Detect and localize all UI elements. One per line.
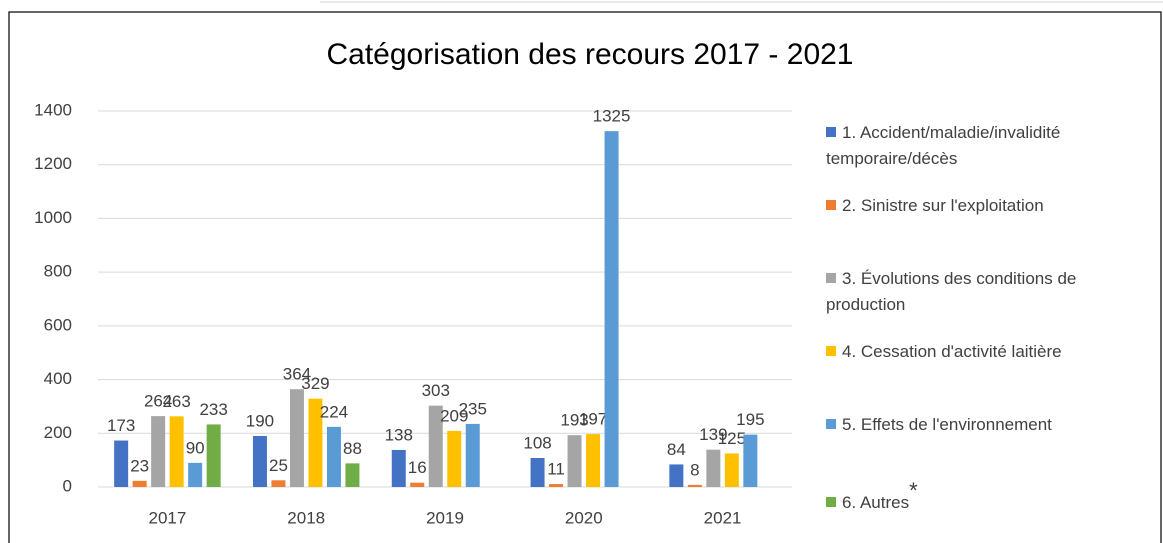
- data-label: 25: [269, 456, 288, 475]
- data-label: 190: [246, 411, 274, 430]
- x-tick-label: 2018: [287, 508, 325, 527]
- bar: [724, 453, 739, 487]
- legend-item: 5. Effets de l'environnement: [826, 412, 1146, 438]
- y-tick-label: 1400: [34, 100, 72, 119]
- legend-label: 6. Autres: [842, 493, 910, 512]
- y-tick-label: 0: [63, 476, 72, 495]
- annotation: *: [909, 478, 918, 503]
- chart-frame: [8, 11, 1162, 543]
- data-label: 264: [144, 392, 172, 411]
- legend-label: 1. Accident/maladie/invalidité temporair…: [826, 123, 1061, 168]
- bar: [706, 449, 721, 487]
- legend-marker: [826, 273, 836, 283]
- data-label: 195: [736, 410, 764, 429]
- legend-item: 4. Cessation d'activité laitière: [826, 339, 1146, 365]
- bar: [391, 449, 406, 487]
- bar: [687, 484, 702, 487]
- bar: [188, 462, 203, 487]
- data-label: 173: [107, 416, 135, 435]
- bar: [567, 435, 582, 487]
- bar: [326, 426, 341, 487]
- data-label: 1325: [593, 107, 631, 126]
- y-tick-label: 400: [44, 369, 72, 388]
- legend-marker: [826, 200, 836, 210]
- bar: [604, 131, 619, 487]
- data-label: 233: [199, 400, 227, 419]
- bar: [114, 440, 129, 487]
- bar: [549, 484, 564, 487]
- x-tick-label: 2021: [704, 508, 742, 527]
- y-tick-label: 1000: [34, 208, 72, 227]
- bar: [345, 463, 360, 487]
- bar: [586, 434, 601, 487]
- data-label: 263: [162, 392, 190, 411]
- data-label: 329: [301, 374, 329, 393]
- legend-label: 2. Sinistre sur l'exploitation: [842, 196, 1044, 215]
- data-label: 303: [422, 381, 450, 400]
- bar: [151, 416, 166, 487]
- x-tick-label: 2019: [426, 508, 464, 527]
- x-tick-label: 2017: [148, 508, 186, 527]
- bar: [271, 480, 286, 487]
- data-label: 11: [547, 460, 565, 479]
- bar: [289, 389, 304, 487]
- y-tick-label: 800: [44, 262, 72, 281]
- legend-item: 1. Accident/maladie/invalidité temporair…: [826, 120, 1146, 172]
- data-label: 235: [459, 399, 487, 418]
- bar: [530, 457, 545, 487]
- data-label: 84: [667, 440, 686, 459]
- legend-marker: [826, 419, 836, 429]
- legend-label: 3. Évolutions des conditions de producti…: [826, 269, 1077, 314]
- bar: [743, 434, 758, 487]
- bar: [132, 480, 147, 487]
- y-tick-label: 600: [44, 315, 72, 334]
- legend-label: 5. Effets de l'environnement: [842, 415, 1052, 434]
- bar: [169, 416, 184, 487]
- legend-marker: [826, 127, 836, 137]
- chart-title: Catégorisation des recours 2017 - 2021: [327, 38, 854, 71]
- bar: [669, 464, 684, 487]
- y-tick-label: 200: [44, 423, 72, 442]
- bar: [428, 405, 443, 487]
- legend-item: 2. Sinistre sur l'exploitation: [826, 193, 1146, 219]
- data-label: 139: [699, 425, 727, 444]
- data-label: 108: [523, 433, 551, 452]
- x-tick-label: 2020: [565, 508, 603, 527]
- data-label: 125: [718, 429, 746, 448]
- bar: [252, 435, 267, 487]
- data-label: 224: [320, 402, 348, 421]
- data-label: 16: [408, 458, 427, 477]
- bar: [308, 398, 323, 487]
- bar: [206, 424, 221, 487]
- data-label: 364: [283, 365, 311, 384]
- data-label: 88: [343, 439, 362, 458]
- data-label: 8: [690, 460, 699, 479]
- legend-item: 6. Autres*: [826, 478, 1146, 516]
- legend-label: 4. Cessation d'activité laitière: [842, 342, 1062, 361]
- data-label: 197: [579, 410, 607, 429]
- data-label: 23: [130, 456, 149, 475]
- bar: [465, 423, 480, 487]
- data-label: 138: [385, 425, 413, 444]
- bar: [447, 430, 462, 487]
- data-label: 90: [186, 438, 205, 457]
- data-label: 193: [560, 411, 588, 430]
- y-tick-label: 1200: [34, 154, 72, 173]
- legend-item: 3. Évolutions des conditions de producti…: [826, 266, 1146, 318]
- data-label: 209: [440, 406, 468, 425]
- legend-marker: [826, 346, 836, 356]
- bar: [410, 482, 425, 487]
- legend-marker: [826, 497, 836, 507]
